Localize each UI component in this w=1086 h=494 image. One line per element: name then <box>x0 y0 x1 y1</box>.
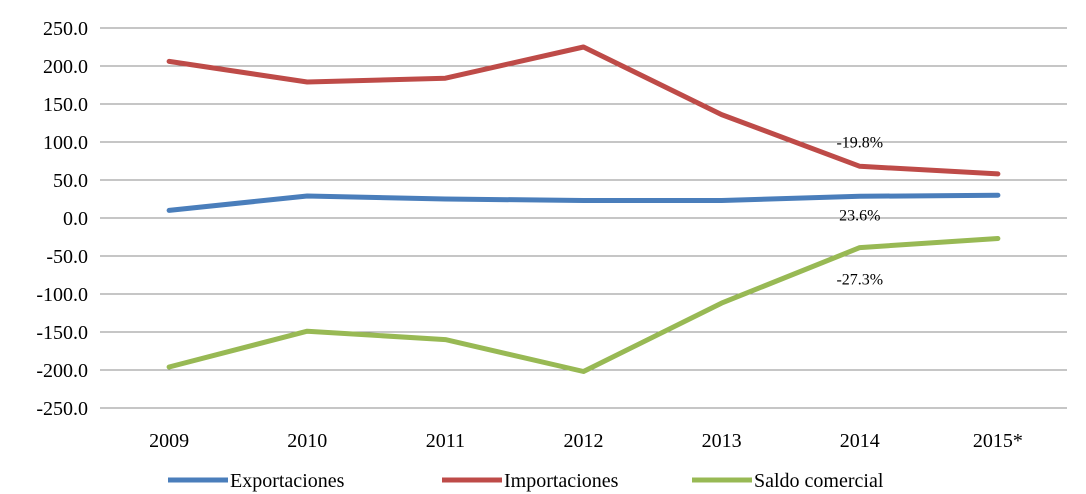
y-tick-label: 150.0 <box>43 94 88 116</box>
y-tick-label: 200.0 <box>43 56 88 78</box>
y-tick-label: 250.0 <box>43 18 88 40</box>
y-tick-label: -150.0 <box>36 322 88 344</box>
legend-label: Saldo comercial <box>754 470 884 492</box>
data-label: -19.8% <box>836 134 883 151</box>
legend-label: Exportaciones <box>230 470 345 492</box>
x-tick-label: 2012 <box>564 430 604 452</box>
series-line-exportaciones <box>166 192 1001 213</box>
y-tick-label: -100.0 <box>36 284 88 306</box>
y-axis: 250.0 200.0 150.0 100.0 50.0 0.0 -50.0 -100.0 -1… <box>36 18 88 420</box>
y-tick-label: 0.0 <box>63 208 88 230</box>
data-label: -27.3% <box>836 272 883 289</box>
y-tick-label: -200.0 <box>36 360 88 382</box>
x-tick-label: 2009 <box>149 430 189 452</box>
legend-label: Importaciones <box>504 470 619 492</box>
x-tick-label: 2014 <box>840 430 880 452</box>
data-label: 23.6% <box>839 207 880 224</box>
y-tick-label: -50.0 <box>46 246 88 268</box>
x-axis: 2009 2010 2011 2012 2013 2014 2015* <box>149 430 1023 452</box>
legend: Exportaciones Importaciones Saldo comercia… <box>168 470 884 492</box>
y-tick-label: 50.0 <box>53 170 88 192</box>
y-tick-label: -250.0 <box>36 398 88 420</box>
x-tick-label: 2013 <box>702 430 742 452</box>
series-line-importaciones <box>166 44 1001 177</box>
series-line-saldo-comercial <box>166 236 1001 374</box>
x-tick-label: 2015* <box>973 430 1023 452</box>
series-lines <box>166 44 1001 374</box>
x-tick-label: 2010 <box>287 430 327 452</box>
grid-lines <box>100 27 1067 409</box>
annotations: -19.8% 23.6% -27.3% <box>836 134 883 288</box>
x-tick-label: 2011 <box>426 430 465 452</box>
y-tick-label: 100.0 <box>43 132 88 154</box>
